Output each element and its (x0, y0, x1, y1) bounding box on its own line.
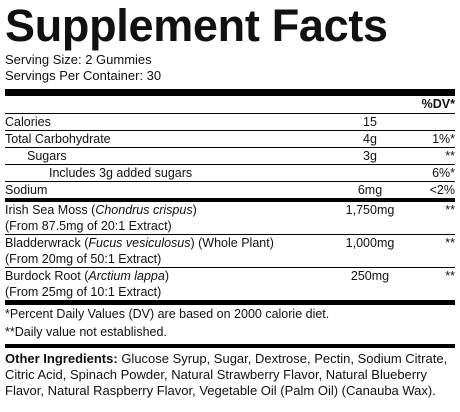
nutrient-name: Irish Sea Moss (Chondrus crispus) (5, 202, 197, 218)
amount: 1,750mg (345, 203, 395, 217)
nutrient-name: Includes 3g added sugars (49, 165, 192, 181)
other-ingredients-label: Other Ingredients: (5, 351, 118, 366)
nutrient-row: Bladderwrack (Fucus vesiculosus) (Whole … (5, 235, 455, 268)
nutrient-row: Calories 15 (5, 114, 455, 131)
daily-value: ** (445, 236, 455, 250)
other-ingredients-text: Glucose Syrup, Sugar, Dextrose, Pectin, … (5, 351, 448, 398)
amount: 250mg (350, 269, 390, 283)
name-part: Irish Sea Moss ( (5, 203, 96, 217)
section: Calories 15 Total Carbohydrate 4g 1%* Sugars 3… (5, 114, 455, 198)
title: Supplement Facts (5, 0, 388, 51)
thick-rule (5, 89, 455, 96)
nutrient-row: Irish Sea Moss (Chondrus crispus) (From 8… (5, 202, 455, 235)
serving-size: Serving Size: 2 Gummies (5, 52, 152, 67)
amount: 15 (363, 115, 377, 129)
name-part: Total Carbohydrate (5, 132, 111, 146)
footnote: *Percent Daily Values (DV) are based on … (5, 307, 330, 321)
nutrient-table: Calories 15 Total Carbohydrate 4g 1%* Sugars 3… (5, 114, 455, 300)
daily-value: <2% (429, 183, 455, 197)
nutrient-name: Total Carbohydrate (5, 131, 111, 147)
servings-per-container: Servings Per Container: 30 (5, 68, 162, 83)
nutrient-name: Sugars (27, 148, 67, 164)
thick-rule (5, 300, 455, 305)
amount: 4g (363, 132, 377, 146)
nutrient-name: Sodium (5, 182, 47, 198)
other-ingredients: Other Ingredients: Glucose Syrup, Sugar,… (5, 348, 455, 399)
name-part: Sugars (27, 149, 67, 163)
nutrient-row: Includes 3g added sugars 6%* (5, 165, 455, 182)
name-part: Bladderwrack ( (5, 236, 89, 250)
name-part: Includes 3g added sugars (49, 166, 193, 180)
thick-rule (5, 344, 455, 348)
supplement-facts-label: Supplement Facts Serving Size: 2 Gummies… (5, 0, 455, 399)
daily-value: 6%* (432, 166, 455, 180)
nutrient-name: Burdock Root (Arctium lappa) (5, 268, 169, 284)
name-part: Fucus vesiculosus (88, 236, 191, 250)
amount: 1,000mg (345, 236, 395, 250)
name-part: Arctium lappa (88, 269, 165, 283)
thick-rule (5, 198, 455, 202)
nutrient-subtext: (From 87.5mg of 20:1 Extract) (5, 219, 172, 233)
dv-header: %DV* (5, 96, 455, 114)
name-part: Sodium (5, 183, 48, 197)
daily-value: ** (445, 203, 455, 217)
name-part: Calories (5, 115, 51, 129)
footnotes: *Percent Daily Values (DV) are based on … (5, 305, 455, 341)
nutrient-name: Calories (5, 114, 51, 130)
name-part: ) (164, 269, 169, 283)
amount: 3g (363, 149, 377, 163)
nutrient-row: Total Carbohydrate 4g 1%* (5, 131, 455, 148)
nutrient-row: Sugars 3g ** (5, 148, 455, 165)
amount: 6mg (357, 183, 383, 197)
name-part: ) (Whole Plant) (190, 236, 274, 250)
footnote: **Daily value not established. (5, 325, 167, 339)
name-part: Chondrus crispus (95, 203, 193, 217)
daily-value: ** (445, 269, 455, 283)
nutrient-subtext: (From 20mg of 50:1 Extract) (5, 252, 162, 266)
nutrient-subtext: (From 25mg of 10:1 Extract) (5, 285, 162, 299)
nutrient-name: Bladderwrack (Fucus vesiculosus) (Whole … (5, 235, 274, 251)
daily-value: 1%* (432, 132, 455, 146)
section: Irish Sea Moss (Chondrus crispus) (From 8… (5, 202, 455, 300)
name-part: ) (192, 203, 197, 217)
nutrient-row: Burdock Root (Arctium lappa) (From 25mg o… (5, 268, 455, 300)
daily-value: ** (445, 149, 455, 163)
nutrient-row: Sodium 6mg <2% (5, 182, 455, 198)
name-part: Burdock Root ( (5, 269, 89, 283)
